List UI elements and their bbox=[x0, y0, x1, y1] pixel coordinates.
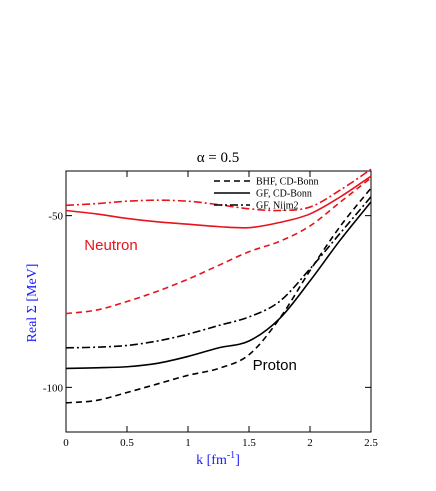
legend-label: GF, CD-Bonn bbox=[256, 189, 312, 200]
annotation-neutron: Neutron bbox=[84, 237, 137, 254]
series-line-proton-solid bbox=[65, 201, 372, 370]
y-tick-label: -100 bbox=[43, 382, 64, 394]
x-axis-label: k [fm-1] bbox=[196, 450, 240, 468]
series-line-proton-dashed bbox=[65, 187, 372, 404]
y-axis-label: Real Σ [MeV] bbox=[25, 264, 40, 343]
legend-label: GF, Nijm2 bbox=[256, 201, 299, 212]
x-tick-label: 0.5 bbox=[120, 437, 134, 449]
series-line-neutron-dashed bbox=[65, 177, 372, 315]
plot-frame bbox=[65, 170, 372, 433]
x-tick-label: 2.5 bbox=[364, 437, 378, 449]
chart-title: α = 0.5 bbox=[197, 150, 240, 166]
legend-label: BHF, CD-Bonn bbox=[256, 177, 319, 188]
x-axis-label-sup: -1 bbox=[227, 450, 235, 461]
axis-ticks: 0 0.5 1 1.5 2 2.5 -50 -100 bbox=[43, 171, 378, 449]
x-axis-label-end: ] bbox=[235, 453, 240, 468]
x-tick-label: 1 bbox=[185, 437, 191, 449]
series-layer bbox=[65, 168, 372, 404]
x-tick-label: 0 bbox=[63, 437, 69, 449]
series-line-proton-dashdot bbox=[65, 196, 372, 349]
annotation-proton: Proton bbox=[253, 357, 297, 374]
series-line-neutron-solid bbox=[65, 175, 372, 229]
annotations: Neutron Proton bbox=[84, 237, 297, 374]
x-axis-label-main: k [fm bbox=[196, 453, 227, 468]
x-tick-label: 1.5 bbox=[242, 437, 256, 449]
x-tick-label: 2 bbox=[307, 437, 313, 449]
series-line-neutron-dashdot bbox=[65, 168, 372, 212]
y-tick-label: -50 bbox=[48, 211, 63, 223]
